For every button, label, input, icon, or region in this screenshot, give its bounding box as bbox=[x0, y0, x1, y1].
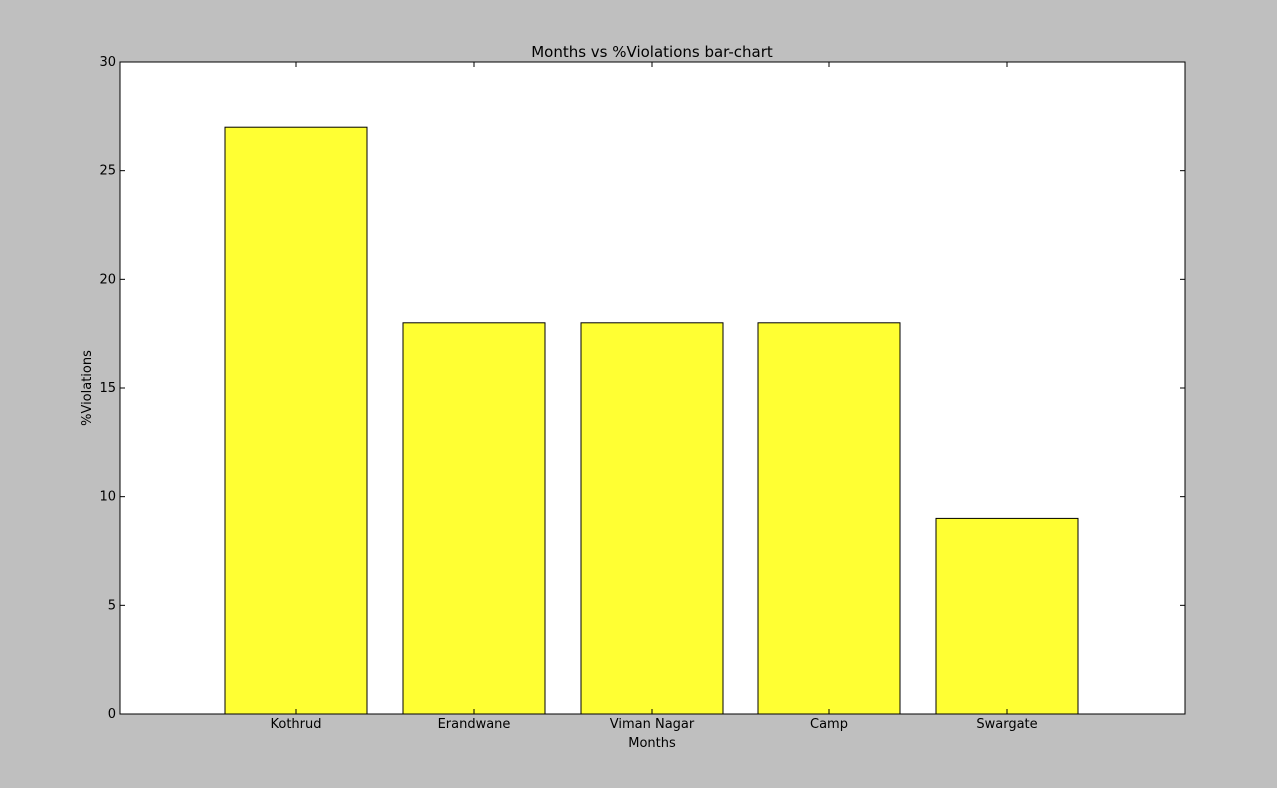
y-tick-label: 0 bbox=[108, 707, 116, 722]
bar-erandwane bbox=[402, 322, 546, 715]
y-tick-label: 30 bbox=[99, 55, 116, 70]
bar-kothrud bbox=[224, 126, 368, 715]
x-tick-label: Erandwane bbox=[438, 717, 511, 732]
bar-camp bbox=[757, 322, 901, 715]
y-tick-label: 15 bbox=[99, 381, 116, 396]
x-tick-label: Kothrud bbox=[270, 717, 321, 732]
x-tick-label: Camp bbox=[810, 717, 848, 732]
y-tick-label: 20 bbox=[99, 272, 116, 287]
chart-title: Months vs %Violations bar-chart bbox=[531, 43, 773, 61]
bar-viman-nagar bbox=[580, 322, 724, 715]
y-tick-label: 10 bbox=[99, 490, 116, 505]
x-tick-label: Viman Nagar bbox=[610, 717, 695, 732]
y-axis-label: %Violations bbox=[80, 350, 95, 426]
y-tick-label: 5 bbox=[108, 598, 116, 613]
plot-frame bbox=[119, 61, 1186, 715]
x-tick-label: Swargate bbox=[976, 717, 1037, 732]
tick-group: Kothrud Erandwane Viman Nagar Camp Swargate 0… bbox=[99, 55, 1185, 732]
y-tick-label: 25 bbox=[99, 164, 116, 179]
x-axis-label: Months bbox=[628, 736, 676, 751]
bar-swargate bbox=[935, 517, 1079, 715]
bar-group bbox=[224, 126, 1079, 715]
